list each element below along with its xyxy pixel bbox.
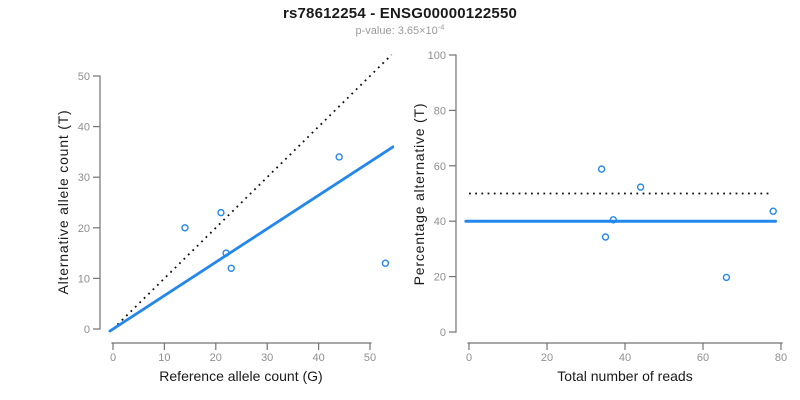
p-value-exponent: -4 [437,22,445,32]
y-axis-label: Percentage alternative (T) [411,103,427,286]
y-tick-label: 20 [78,223,90,235]
data-point [181,224,189,232]
data-point [769,207,777,215]
left-scatter-plot: 0 10 20 30 40 50 0 10 20 30 40 50 Reference allele c… [55,54,394,384]
x-tick-label: 60 [697,352,709,364]
fit-line [108,145,394,333]
data-point [636,183,645,191]
p-value-text: p-value: 3.65×10 [355,25,438,37]
x-axis-label: Total number of reads [557,368,692,384]
x-tick-label: 40 [619,352,631,364]
right-scatter-plot: 0 20 40 60 80 100 0 20 40 60 80 Total number of rea… [411,50,787,384]
data-point [381,259,390,267]
y-tick-label: 40 [434,216,446,228]
data-point [722,273,731,282]
x-tick-label: 80 [775,352,787,364]
data-point [222,249,230,257]
x-tick-label: 40 [312,352,324,364]
x-tick-label: 50 [364,352,376,364]
y-tick-label: 100 [428,50,446,62]
figure-title: rs78612254 - ENSG00000122550 [282,5,518,22]
y-tick-label: 10 [78,273,90,285]
y-axis-label: Alternative allele count (T) [55,109,71,294]
x-axis-label: Reference allele count (G) [159,368,322,384]
y-tick-label: 50 [78,71,90,83]
identity-line [112,54,393,330]
y-tick-label: 0 [440,327,446,339]
data-point [227,264,235,272]
data-point [609,216,617,224]
x-tick-label: 30 [261,352,273,364]
data-point [597,165,606,173]
data-point [217,208,225,217]
x-tick-label: 0 [110,352,116,364]
y-tick-label: 60 [434,161,446,173]
y-tick-label: 80 [434,105,446,117]
y-tick-label: 30 [78,172,90,184]
x-tick-label: 0 [466,352,472,364]
y-tick-label: 0 [84,324,90,336]
figure-subtitle: p-value: 3.65×10-4 [0,22,800,37]
x-tick-label: 20 [210,352,222,364]
y-tick-label: 40 [78,122,90,134]
data-point [335,153,343,161]
x-tick-label: 20 [541,352,553,364]
data-point [601,233,610,241]
y-tick-label: 20 [434,272,446,284]
x-tick-label: 10 [158,352,170,364]
